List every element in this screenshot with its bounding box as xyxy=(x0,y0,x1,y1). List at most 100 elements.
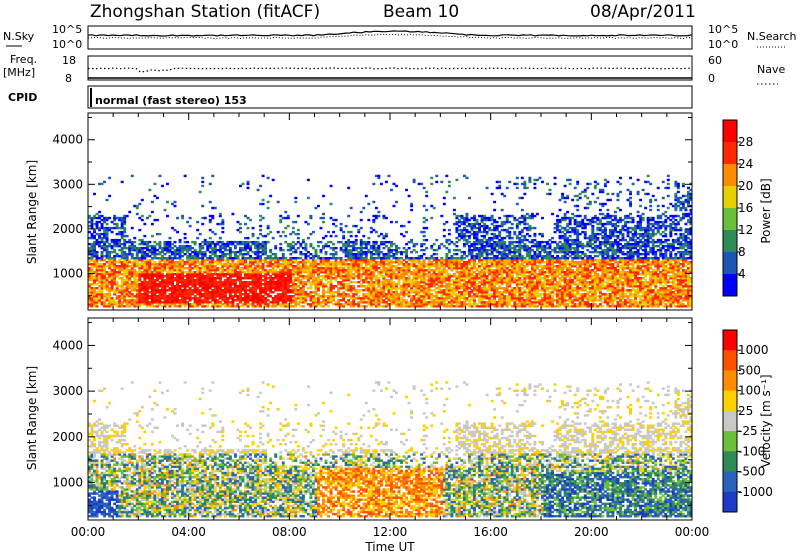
power-cell xyxy=(483,214,487,218)
power-cell xyxy=(256,252,260,256)
power-cell xyxy=(244,260,247,264)
power-cell xyxy=(211,297,215,300)
power-cell xyxy=(236,279,240,282)
power-cell xyxy=(352,264,356,268)
power-cell xyxy=(249,299,252,302)
power-cell xyxy=(203,240,207,244)
power-cell xyxy=(201,271,205,274)
power-cell xyxy=(166,250,169,254)
power-cell xyxy=(412,180,416,184)
power-cell xyxy=(369,254,373,258)
power-cell xyxy=(216,281,220,284)
power-cell xyxy=(427,277,431,280)
power-cell xyxy=(470,295,474,298)
power-cell xyxy=(339,262,343,266)
power-cell xyxy=(417,283,421,286)
power-cell xyxy=(478,299,481,302)
power-cell xyxy=(455,287,459,290)
power-cell xyxy=(228,262,232,266)
power-cell xyxy=(168,293,172,296)
power-cell xyxy=(203,254,207,258)
power-cell xyxy=(223,262,227,266)
power-cell xyxy=(173,204,177,208)
power-cell xyxy=(223,264,227,268)
power-cell xyxy=(171,287,174,290)
power-cell xyxy=(475,254,479,258)
power-cell xyxy=(246,281,250,284)
power-cell xyxy=(319,303,323,306)
power-cell xyxy=(118,254,122,258)
power-cell xyxy=(425,305,429,308)
power-cell xyxy=(259,218,263,222)
power-cell xyxy=(372,218,376,222)
power-cell xyxy=(266,283,270,286)
power-cell xyxy=(88,305,91,308)
power-cell xyxy=(329,285,333,288)
power-cell xyxy=(400,252,403,256)
power-cell xyxy=(374,283,378,286)
power-cell xyxy=(437,297,441,300)
power-cell xyxy=(339,268,343,272)
power-cell xyxy=(90,220,94,224)
power-cell xyxy=(294,196,298,200)
power-cell xyxy=(140,266,144,270)
power-cell xyxy=(344,260,348,264)
power-cell xyxy=(168,268,172,272)
power-cell xyxy=(432,271,436,274)
power-cell xyxy=(500,293,504,296)
power-cell xyxy=(181,260,185,264)
power-cell xyxy=(445,262,449,266)
power-cell xyxy=(493,291,497,294)
power-cell xyxy=(294,200,298,204)
power-cell xyxy=(400,299,403,302)
power-cell xyxy=(123,271,127,274)
power-cell xyxy=(259,260,263,264)
power-cell xyxy=(118,305,122,308)
power-cell xyxy=(218,303,222,306)
power-cell xyxy=(244,222,247,226)
power-cell xyxy=(452,260,456,264)
power-cell xyxy=(402,258,406,262)
power-cell xyxy=(374,281,378,284)
power-cell xyxy=(508,297,512,300)
power-cell xyxy=(425,246,429,250)
power-cell xyxy=(113,301,117,304)
power-cell xyxy=(216,283,220,286)
power-cell xyxy=(150,287,154,290)
power-cell xyxy=(342,293,346,296)
power-cell xyxy=(188,262,192,266)
power-cell xyxy=(465,287,469,290)
power-cell xyxy=(319,279,323,282)
power-cell xyxy=(319,297,323,300)
power-cell xyxy=(120,285,124,288)
power-cell xyxy=(171,279,174,282)
power-cell xyxy=(228,285,232,288)
power-cell xyxy=(135,297,139,300)
power-cell xyxy=(349,275,353,278)
power-cell xyxy=(505,273,509,276)
power-cell xyxy=(382,275,386,278)
power-cell xyxy=(276,279,280,282)
power-cell xyxy=(367,301,371,304)
power-cell xyxy=(120,226,124,230)
power-cell xyxy=(344,279,348,282)
power-cell xyxy=(191,297,195,300)
power-cell xyxy=(140,254,144,258)
power-cell xyxy=(120,262,124,266)
power-cell xyxy=(171,250,174,254)
power-cell xyxy=(221,273,225,276)
power-cell xyxy=(314,268,318,272)
power-cell xyxy=(100,238,104,242)
power-cell xyxy=(115,275,119,278)
power-cell xyxy=(108,297,112,300)
power-cell xyxy=(483,273,487,276)
power-cell xyxy=(485,279,489,282)
power-cell xyxy=(432,264,436,268)
power-cell xyxy=(347,299,351,302)
power-cell xyxy=(143,246,147,250)
power-cell xyxy=(158,281,162,284)
power-cell xyxy=(327,275,330,278)
power-cell xyxy=(432,295,436,298)
power-cell xyxy=(420,244,424,248)
